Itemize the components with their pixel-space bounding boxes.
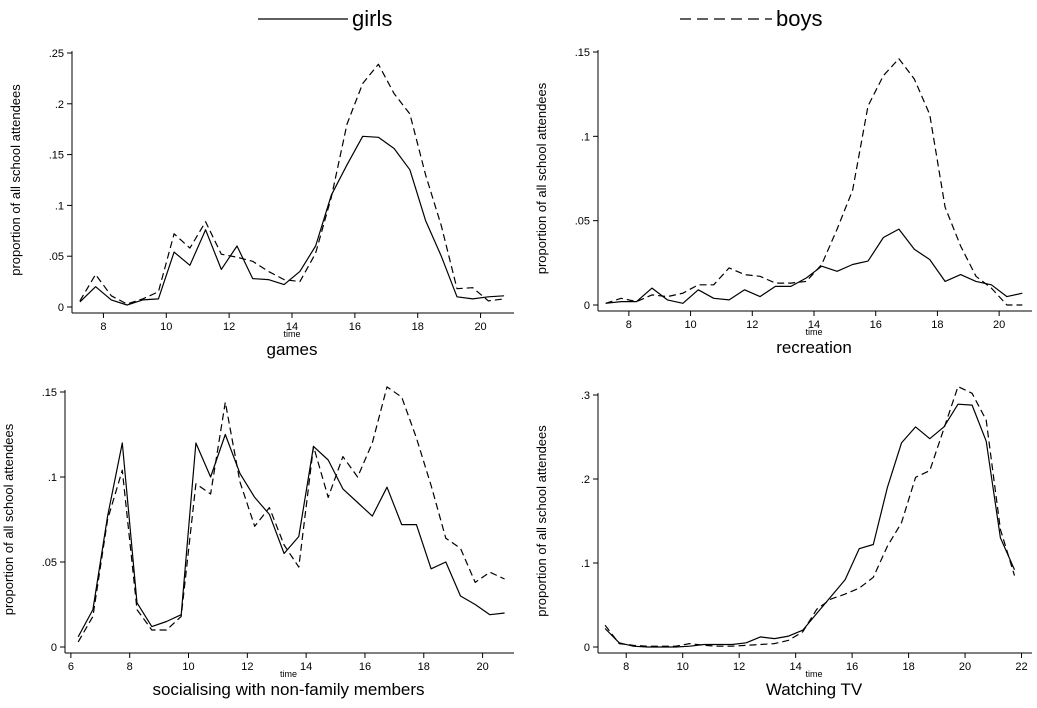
x-tick-label: 18 [931,319,943,331]
y-tick-label: .15 [49,150,64,162]
x-axis-label: time [283,329,300,339]
x-tick-label: 20 [476,661,488,673]
x-tick-label: 22 [1015,661,1027,673]
series-line-girls [77,433,505,638]
legend-line-solid [258,18,348,20]
series-line-girls [604,403,1016,648]
series-line-boys [605,58,1023,306]
y-axis-label: proportion of all school attendees [1,423,16,615]
panel-title-socialising-with-non-family-members: socialising with non-family members [152,680,424,699]
y-axis-label: proportion of all school attendees [534,82,549,274]
y-tick-label: .25 [49,48,64,60]
x-tick-label: 6 [68,661,74,673]
legend-label-girls: girls [352,6,393,31]
y-tick-label: .05 [575,216,590,228]
legend-item-girls: girls [258,4,392,34]
x-tick-label: 14 [808,319,820,331]
y-tick-label: .1 [48,472,57,484]
panel-title-games: games [266,340,317,359]
y-tick-label: .1 [55,200,64,212]
y-tick-label: .3 [581,390,590,402]
x-tick-label: 16 [359,661,371,673]
x-tick-label: 14 [286,321,298,333]
series-line-girls [79,135,505,306]
x-tick-label: 18 [412,321,424,333]
panel-title-watching-tv: Watching TV [766,680,863,699]
y-axis-label: proportion of all school attendees [534,425,549,617]
x-tick-label: 8 [127,661,133,673]
y-tick-label: 0 [51,642,57,654]
series-line-boys [79,63,505,305]
x-tick-label: 12 [241,661,253,673]
x-tick-label: 18 [418,661,430,673]
x-tick-label: 10 [684,319,696,331]
x-tick-label: 10 [677,661,689,673]
x-tick-label: 8 [623,661,629,673]
legend-label-boys: boys [776,6,823,31]
x-tick-label: 16 [349,321,361,333]
y-tick-label: .05 [42,557,57,569]
x-tick-label: 20 [993,319,1005,331]
series-line-boys [77,386,505,643]
x-tick-label: 14 [300,661,312,673]
panel-title-recreation: recreation [776,338,852,357]
series-line-girls [605,228,1023,304]
x-tick-label: 10 [182,661,194,673]
x-tick-label: 12 [733,661,745,673]
x-tick-label: 14 [790,661,802,673]
x-tick-label: 12 [223,321,235,333]
x-axis-label: time [280,669,297,679]
x-tick-label: 10 [160,321,172,333]
x-tick-label: 8 [626,319,632,331]
x-axis-label: time [805,327,822,337]
x-tick-label: 16 [870,319,882,331]
x-tick-label: 18 [902,661,914,673]
y-tick-label: .2 [581,474,590,486]
y-axis-label: proportion of all school attendees [8,84,23,276]
y-tick-label: 0 [58,302,64,314]
legend-item-boys: boys [680,4,822,34]
legend: girls boys [0,0,1037,40]
x-tick-label: 20 [959,661,971,673]
x-tick-label: 8 [100,321,106,333]
y-tick-label: 0 [584,300,590,312]
x-tick-label: 20 [474,321,486,333]
legend-line-dashed [680,18,772,20]
y-tick-label: .2 [55,99,64,111]
y-tick-label: .15 [575,47,590,59]
x-tick-label: 12 [746,319,758,331]
y-tick-label: .05 [49,251,64,263]
y-tick-label: 0 [584,642,590,654]
y-tick-label: .15 [42,387,57,399]
x-tick-label: 16 [846,661,858,673]
y-tick-label: .1 [581,131,590,143]
y-tick-label: .1 [581,558,590,570]
series-line-boys [604,386,1016,647]
x-axis-label: time [805,669,822,679]
